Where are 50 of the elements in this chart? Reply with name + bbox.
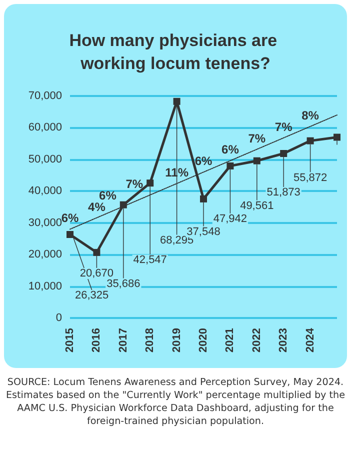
data-label: 49,561 <box>240 200 274 212</box>
x-tick-label: 2022 <box>250 328 263 352</box>
x-tick-label: 2021 <box>224 328 236 352</box>
annotation: 7% <box>126 176 144 191</box>
point <box>280 150 288 157</box>
annotation: 6% <box>99 188 117 202</box>
annotation: 6% <box>222 142 240 157</box>
y-tick-label: 10,000 <box>28 280 62 292</box>
x-tick-label: 2020 <box>198 328 210 352</box>
point <box>93 248 100 256</box>
annotation: 6% <box>194 154 212 168</box>
data-label: 47,942 <box>213 212 248 225</box>
data-label: 68,295 <box>160 234 194 246</box>
data-label: 26,325 <box>74 290 109 302</box>
x-tick-label: 2015 <box>64 328 76 352</box>
x-tick-label: 2024 <box>304 327 316 352</box>
point <box>334 134 340 141</box>
point <box>226 162 234 170</box>
y-tick-label: 50,000 <box>28 153 62 166</box>
data-label: 55,872 <box>293 172 328 184</box>
y-tick-label: 70,000 <box>28 90 62 102</box>
data-label: 35,686 <box>106 278 140 290</box>
point <box>306 137 314 144</box>
data-label: 20,670 <box>80 267 114 280</box>
x-tick-label: 2019 <box>170 328 183 352</box>
data-label: 42,547 <box>133 254 167 266</box>
x-tick-label: 2023 <box>278 328 290 352</box>
point <box>173 98 180 105</box>
y-tick-label: 40,000 <box>28 185 62 198</box>
x-tick-label: 2018 <box>144 328 156 352</box>
point <box>146 180 154 187</box>
y-tick-label: 30,000 <box>28 216 62 229</box>
point <box>66 231 74 238</box>
data-label: 51,873 <box>266 186 300 198</box>
y-tick-label: 0 <box>56 312 62 324</box>
y-tick-label: 20,000 <box>28 248 62 261</box>
annotation: 7% <box>274 120 293 134</box>
chart-title: How many physicians are working locum tenens? <box>69 31 282 73</box>
annotation: 7% <box>248 131 266 146</box>
x-tick-label: 2016 <box>90 328 103 352</box>
data-label: 37,548 <box>186 226 220 238</box>
annotation: 4% <box>88 200 106 214</box>
x-tick-label: 2017 <box>117 328 130 352</box>
source-note: SOURCE: Locum Tenens Awareness and Perception Survey, May 2024. Estimates based on the "Currently Work" percentage multiplied by the AAMC U.S. Physician Workforce Data Dashboard, adjusting for the foreign-trained physician population. <box>4 376 346 428</box>
annotation: 6% <box>61 211 79 226</box>
annotation: 8% <box>302 108 320 122</box>
point <box>120 201 127 208</box>
point <box>253 157 260 164</box>
point <box>200 195 207 202</box>
y-tick-label: 60,000 <box>28 122 62 134</box>
